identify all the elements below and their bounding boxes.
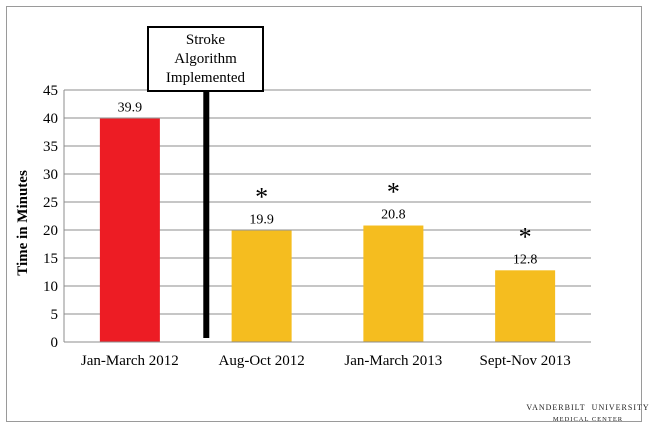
y-axis-title: Time in Minutes [15,170,31,276]
chart-frame: 39.9 19.9 * 20.8 * 12.8 * 0 5 10 15 20 25 30 35 40 45 Ja… [6,6,649,424]
significance-marker: * [255,183,268,212]
x-tick-label: Sept-Nov 2013 [480,353,571,369]
annotation-line-2: Algorithm [174,50,237,67]
algorithm-annotation-box: Stroke Algorithm Implemented [147,26,264,92]
y-tick-label: 15 [43,251,58,267]
y-tick-label: 45 [43,83,58,99]
logo-name-right: UNIVERSITY [591,402,649,412]
y-tick-label: 30 [43,167,58,183]
y-tick-label: 25 [43,195,58,211]
annotation-line-1: Stroke [185,31,226,48]
bar [363,225,424,342]
bar [495,270,556,342]
significance-marker: * [387,178,400,207]
x-tick-label: Jan-March 2013 [344,353,442,369]
y-tick-label: 5 [51,307,59,323]
bar [99,118,160,342]
y-tick-label: 35 [43,139,58,155]
data-label: 12.8 [513,252,538,267]
data-label: 39.9 [118,101,143,116]
significance-marker: * [519,222,532,251]
y-tick-label: 10 [43,279,58,295]
logo-subtitle: MEDICAL CENTER [552,416,624,423]
logo-name-left: VANDERBILT [526,402,586,412]
y-tick-label: 20 [43,223,58,239]
data-label: 20.8 [381,208,406,223]
x-tick-label: Aug-Oct 2012 [219,353,305,369]
data-label: 19.9 [249,213,274,228]
bar [231,230,292,342]
axes: 0 5 10 15 20 25 30 35 40 45 Jan-March 2012 Aug-Oct … [43,83,591,369]
y-tick-label: 0 [51,335,59,351]
x-tick-label: Jan-March 2012 [81,353,179,369]
bar-chart: 39.919.9*20.8*12.8* 051015202530354045Ja… [15,83,591,369]
annotation-line-3: Implemented [165,69,246,86]
bars: 39.919.9*20.8*12.8* [99,101,556,342]
vanderbilt-logo: VANDERBILT UNIVERSITY MEDICAL CENTER [526,402,648,424]
y-tick-label: 40 [43,111,58,127]
